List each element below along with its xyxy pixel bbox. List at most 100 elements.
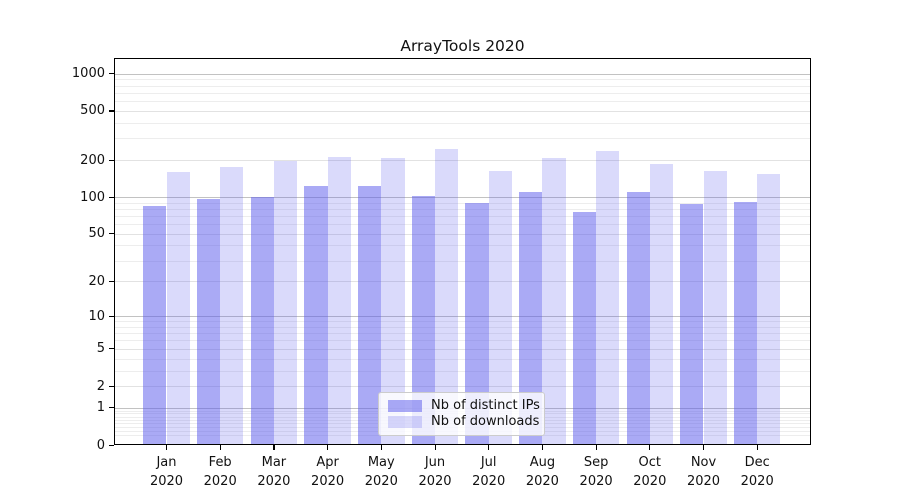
gridline-minor (114, 208, 811, 210)
x-axis-tick-label: Jun 2020 (418, 455, 452, 489)
x-axis-tick-mark (327, 445, 329, 450)
gridline-minor (114, 370, 811, 372)
x-axis-tick-mark (380, 445, 382, 450)
bar-downloads-nov (703, 170, 727, 445)
y-axis-tick-mark (109, 159, 114, 161)
bar-ips-aug (519, 192, 543, 445)
y-axis-tick-mark (109, 315, 114, 317)
y-axis-tick-label: 200 (80, 152, 105, 168)
bar-downloads-jul (488, 170, 512, 445)
y-axis-tick-mark (109, 348, 114, 350)
gridline-major (114, 73, 811, 75)
gridline-minor (114, 202, 811, 204)
x-axis-tick-mark (595, 445, 597, 450)
gridline-major (114, 197, 811, 198)
bar-downloads-sep (596, 151, 620, 445)
bar-downloads-oct (649, 163, 674, 445)
legend-swatch-ips (388, 400, 422, 412)
bar-ips-mar (250, 197, 274, 445)
y-axis-tick-label: 50 (88, 226, 105, 242)
legend-item-ips: Nb of distinct IPs (388, 398, 540, 414)
gridline-minor (114, 85, 811, 87)
bar-ips-sep (572, 212, 597, 445)
gridline-minor (114, 101, 811, 103)
bar-downloads-feb (220, 166, 244, 445)
y-axis-tick-label: 1000 (71, 66, 105, 82)
bar-ips-dec (733, 202, 758, 445)
y-axis-tick-label: 10 (88, 308, 105, 324)
bar-ips-feb (196, 199, 221, 445)
y-axis-tick-label: 2 (96, 378, 105, 394)
gridline-minor (114, 122, 811, 124)
x-axis-tick-mark (541, 445, 544, 450)
x-axis-tick-mark (649, 445, 651, 450)
bar-ips-may (358, 186, 382, 445)
bar-downloads-jun (435, 149, 459, 445)
x-axis-tick-label: Oct 2020 (633, 455, 667, 489)
x-axis-tick-label: Apr 2020 (311, 455, 345, 489)
gridline-minor (114, 224, 811, 226)
y-axis-tick-mark (109, 444, 114, 446)
x-axis-tick-mark (756, 445, 758, 450)
bar-ips-oct (626, 191, 650, 445)
legend-swatch-downloads (388, 416, 422, 428)
x-axis-tick-mark (219, 445, 221, 450)
bar-ips-apr (304, 186, 328, 445)
y-axis-tick-mark (109, 385, 114, 387)
y-axis-tick-mark (109, 110, 114, 112)
gridline-major (114, 110, 811, 112)
x-axis-tick-label: Sep 2020 (579, 455, 613, 489)
gridline-major (114, 316, 811, 318)
x-axis-tick-mark (488, 445, 490, 450)
x-axis-tick-label: Feb 2020 (203, 455, 237, 489)
x-axis-tick-label: Jan 2020 (149, 455, 184, 489)
y-axis-tick-mark (109, 196, 114, 198)
x-axis-tick-label: Jul 2020 (472, 455, 506, 489)
chart-title: ArrayTools 2020 (400, 37, 525, 55)
x-axis-tick-label: Dec 2020 (740, 455, 774, 489)
bar-ips-jan (143, 205, 167, 445)
bar-ips-jun (411, 195, 435, 445)
x-axis-tick-mark (273, 445, 275, 450)
gridline-major (114, 281, 811, 283)
bar-downloads-apr (327, 157, 351, 445)
y-axis-tick-mark (109, 73, 114, 75)
x-axis-tick-label: May 2020 (364, 455, 398, 489)
gridline-minor (114, 321, 811, 323)
gridline-major (114, 348, 811, 350)
legend-item-downloads: Nb of downloads (388, 414, 539, 430)
y-axis-tick-mark (109, 233, 114, 235)
legend-label-downloads: Nb of downloads (431, 414, 540, 429)
y-axis-tick-label: 5 (96, 341, 105, 357)
gridline-minor (114, 260, 811, 262)
bar-ips-jul (465, 202, 489, 445)
bar-ips-nov (680, 204, 704, 445)
gridline-major (114, 160, 811, 161)
gridline-minor (114, 215, 811, 217)
gridline-minor (114, 333, 811, 335)
y-axis-tick-label: 1 (96, 400, 105, 416)
y-axis-tick-label: 100 (80, 189, 105, 205)
y-axis-tick-label: 500 (80, 103, 105, 119)
x-axis-tick-mark (166, 445, 168, 450)
bar-downloads-may (381, 157, 405, 445)
plot-area: 0 1 2 5 10 20 50 100 200 500 1000 Jan 2020 Feb 2020 Mar… (72, 58, 811, 489)
gridline-minor (114, 79, 811, 81)
x-axis-tick-label: Mar 2020 (257, 455, 291, 489)
gridline-minor (114, 138, 811, 140)
y-axis-tick-mark (109, 407, 114, 409)
x-axis-tick-label: Nov 2020 (686, 455, 721, 489)
x-axis-tick-label: Aug 2020 (525, 455, 559, 489)
bar-downloads-aug (542, 157, 566, 445)
y-axis-tick-label: 20 (88, 273, 105, 289)
gridline-minor (114, 245, 811, 247)
bar-downloads-dec (757, 174, 781, 445)
gridline-minor (114, 326, 811, 328)
gridline-minor (114, 92, 811, 94)
gridline-minor (114, 358, 811, 360)
bar-downloads-jan (166, 172, 190, 445)
x-axis-tick-mark (703, 445, 705, 450)
x-axis-tick-mark (434, 445, 436, 450)
legend-label-ips: Nb of distinct IPs (431, 398, 540, 413)
